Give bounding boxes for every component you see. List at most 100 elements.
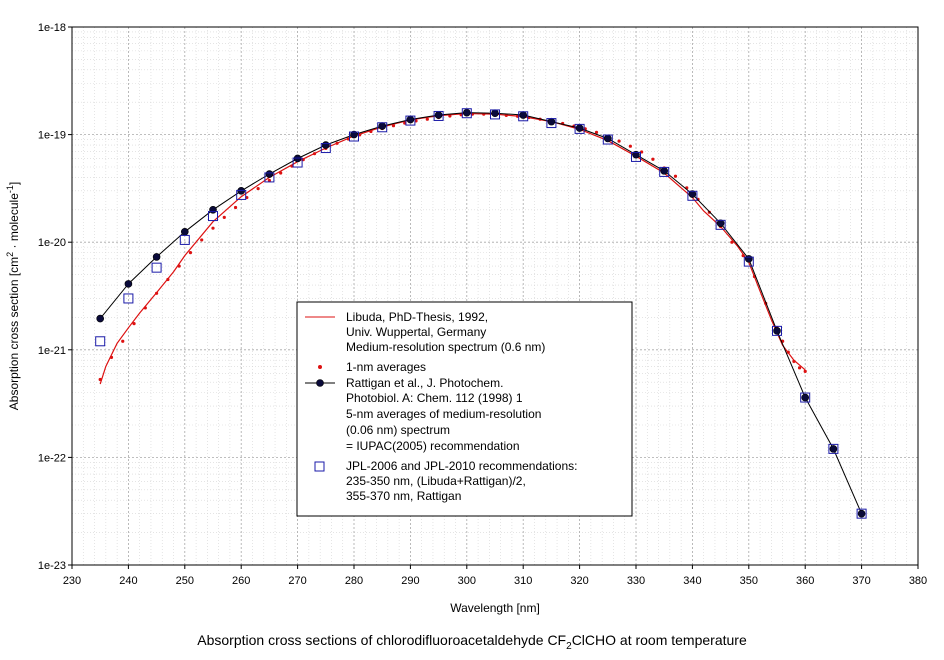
data-point bbox=[208, 211, 218, 222]
x-tick-label: 320 bbox=[570, 575, 588, 587]
data-point bbox=[406, 115, 415, 124]
data-point bbox=[797, 366, 802, 370]
data-point bbox=[856, 508, 867, 519]
data-point bbox=[741, 254, 745, 258]
data-point bbox=[828, 443, 839, 454]
x-tick-label: 270 bbox=[288, 575, 306, 587]
data-point bbox=[792, 359, 796, 364]
data-point bbox=[320, 143, 331, 154]
data-point bbox=[292, 157, 303, 168]
series-3 bbox=[95, 108, 867, 519]
data-point bbox=[222, 215, 226, 220]
data-point bbox=[321, 141, 330, 149]
y-tick-label: 1e-23 bbox=[38, 560, 66, 572]
data-point bbox=[651, 157, 655, 161]
data-point bbox=[801, 393, 810, 402]
data-point bbox=[177, 264, 181, 268]
data-point bbox=[518, 111, 529, 122]
x-tick-label: 300 bbox=[458, 575, 476, 587]
data-point bbox=[181, 227, 189, 236]
chart: 230 240 250 260 270 280 290 300 310 320 330 340 350 3… bbox=[5, 22, 928, 615]
legend-swatch-rattigan-marker bbox=[316, 379, 324, 387]
legend-label-jpl-2: 235-350 nm, (Libuda+Rattigan)/2, bbox=[346, 474, 526, 488]
data-point bbox=[121, 339, 125, 343]
data-point bbox=[433, 110, 444, 121]
data-point bbox=[233, 205, 238, 210]
series-layer bbox=[95, 108, 867, 519]
data-point bbox=[434, 111, 443, 119]
y-tick-label: 1e-19 bbox=[38, 130, 66, 142]
data-point bbox=[631, 151, 641, 162]
data-point bbox=[264, 172, 275, 183]
legend-label-1nm: 1-nm averages bbox=[346, 360, 426, 374]
data-point bbox=[377, 122, 388, 133]
data-point bbox=[800, 392, 811, 403]
legend-box bbox=[296, 301, 633, 517]
data-point bbox=[151, 262, 162, 273]
data-point bbox=[594, 130, 599, 134]
y-tick-label: 1e-18 bbox=[38, 22, 66, 34]
data-point bbox=[267, 178, 271, 183]
data-point bbox=[519, 111, 528, 119]
x-axis-title: Wavelength [nm] bbox=[450, 601, 540, 615]
data-point bbox=[603, 134, 612, 143]
data-point bbox=[123, 293, 134, 304]
data-point bbox=[98, 377, 102, 382]
legend-label-rattigan-5: = IUPAC(2005) recommendation bbox=[346, 439, 520, 453]
x-tick-label: 250 bbox=[176, 575, 194, 587]
y-axis-ticks: 1e-23 1e-22 1e-21 1e-20 1e-19 1e-18 bbox=[38, 22, 72, 572]
y-tick-label: 1e-20 bbox=[38, 237, 66, 249]
y-axis-title: Absorption cross section [cm2 · molecule… bbox=[5, 182, 21, 410]
data-point bbox=[773, 327, 781, 335]
data-point bbox=[391, 124, 396, 128]
data-point bbox=[152, 253, 161, 261]
data-point bbox=[716, 219, 725, 228]
chart-caption: Absorption cross sections of chlorodiflu… bbox=[0, 632, 944, 652]
data-point bbox=[504, 113, 508, 117]
data-point bbox=[209, 206, 217, 214]
data-point bbox=[673, 174, 678, 178]
data-point bbox=[200, 238, 204, 242]
data-point bbox=[448, 114, 452, 118]
data-point bbox=[132, 322, 136, 326]
data-point bbox=[786, 350, 790, 354]
data-point bbox=[547, 117, 556, 126]
legend-label-rattigan-4: (0.06 nm) spectrum bbox=[346, 423, 450, 437]
data-point bbox=[632, 150, 640, 159]
legend: Libuda, PhD-Thesis, 1992, Univ. Wupperta… bbox=[296, 301, 633, 517]
legend-swatch-1nm bbox=[318, 365, 322, 369]
data-point bbox=[857, 509, 866, 518]
data-point bbox=[602, 134, 613, 145]
data-point bbox=[574, 123, 585, 134]
x-tick-label: 260 bbox=[232, 575, 250, 587]
data-point bbox=[688, 190, 697, 198]
data-point bbox=[378, 122, 387, 130]
data-point bbox=[715, 219, 726, 230]
y-tick-label: 1e-21 bbox=[38, 345, 66, 357]
y-tick-label: 1e-22 bbox=[38, 452, 66, 464]
caption-end: ClCHO at room temperature bbox=[571, 632, 747, 648]
data-point bbox=[143, 306, 147, 310]
legend-label-rattigan-1: Rattigan et al., J. Photochem. bbox=[346, 376, 503, 390]
plot-frame bbox=[71, 26, 919, 566]
series-2 bbox=[96, 108, 866, 518]
data-point bbox=[490, 109, 500, 120]
x-tick-label: 350 bbox=[740, 575, 758, 587]
data-point bbox=[462, 108, 471, 117]
data-point bbox=[491, 109, 499, 118]
data-point bbox=[211, 226, 215, 230]
data-point bbox=[335, 141, 339, 145]
legend-label-jpl-1: JPL-2006 and JPL-2010 recommendations: bbox=[346, 459, 577, 473]
data-point bbox=[188, 251, 193, 255]
data-point bbox=[179, 234, 190, 245]
legend-label-libuda-1: Libuda, PhD-Thesis, 1992, bbox=[346, 310, 488, 324]
data-point bbox=[124, 280, 133, 288]
x-tick-label: 330 bbox=[627, 575, 645, 587]
x-tick-label: 310 bbox=[514, 575, 532, 587]
x-tick-label: 230 bbox=[63, 575, 81, 587]
data-point bbox=[546, 118, 557, 129]
data-point bbox=[617, 139, 621, 143]
data-point bbox=[155, 291, 159, 295]
data-point bbox=[743, 256, 754, 267]
x-tick-label: 360 bbox=[796, 575, 814, 587]
